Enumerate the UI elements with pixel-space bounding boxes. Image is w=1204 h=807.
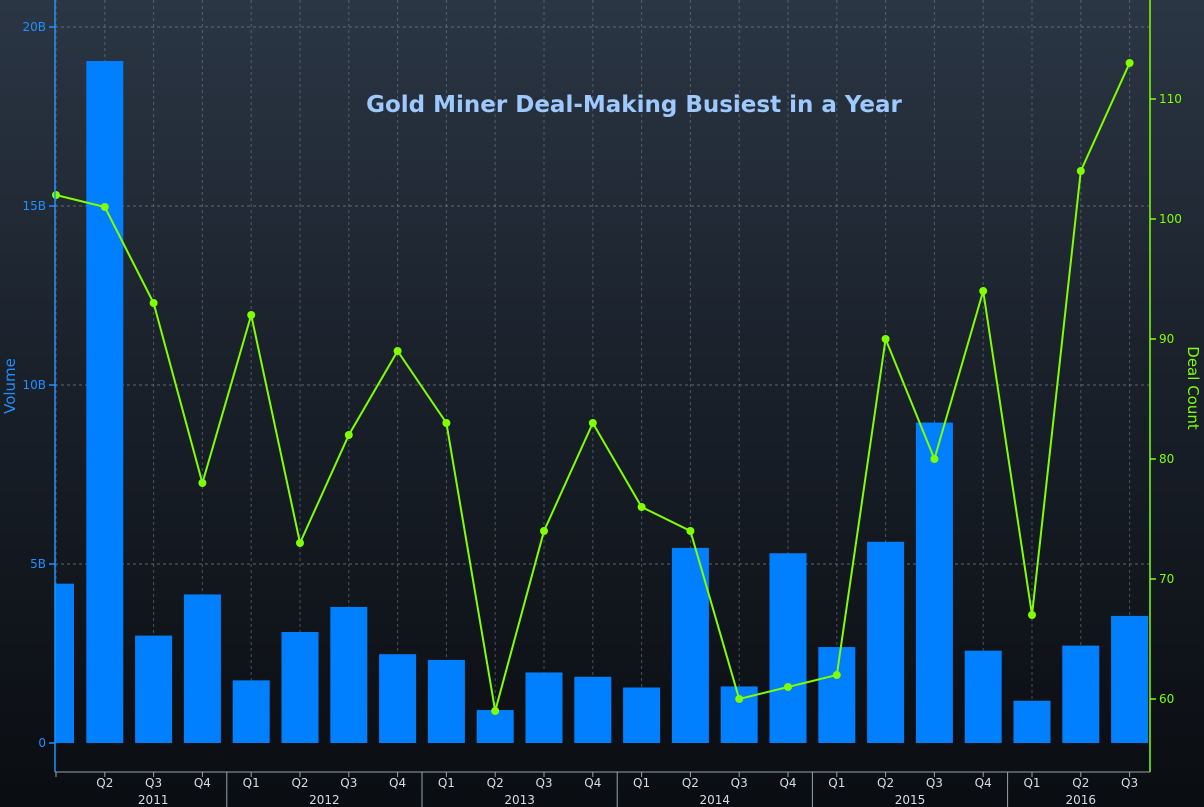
- volume-bar: [769, 553, 807, 743]
- y-left-tick-label: 15B: [22, 199, 46, 213]
- x-tick-label: Q3: [926, 776, 943, 790]
- volume-bar: [1013, 700, 1051, 743]
- deal-count-point: [296, 539, 304, 547]
- year-label: 2012: [309, 793, 340, 807]
- volume-bar: [623, 687, 661, 743]
- x-tick-label: Q2: [96, 776, 113, 790]
- x-tick-label: Q2: [877, 776, 894, 790]
- x-tick-label: Q1: [1023, 776, 1040, 790]
- x-tick-label: Q2: [487, 776, 504, 790]
- deal-count-point: [1028, 611, 1036, 619]
- volume-bar: [281, 632, 319, 743]
- x-tick-label: Q3: [731, 776, 748, 790]
- x-tick-label: Q1: [438, 776, 455, 790]
- x-tick-label: Q1: [828, 776, 845, 790]
- x-tick-label: Q4: [584, 776, 601, 790]
- volume-bar: [55, 583, 74, 743]
- volume-bar: [1111, 615, 1149, 743]
- y-right-tick-label: 60: [1159, 692, 1174, 706]
- deal-count-point: [637, 503, 646, 511]
- deal-count-point: [686, 527, 695, 535]
- volume-bar: [86, 61, 124, 743]
- year-label: 2016: [1066, 793, 1097, 807]
- volume-bars: [55, 61, 1149, 743]
- y-right-tick-label: 100: [1159, 212, 1182, 226]
- volume-bar: [135, 635, 173, 743]
- volume-bar: [379, 654, 417, 743]
- x-tick-label: Q2: [1072, 776, 1089, 790]
- deal-count-point: [52, 191, 60, 199]
- deal-count-point: [344, 431, 353, 439]
- deal-count-point: [832, 671, 841, 679]
- deal-count-point: [442, 419, 451, 427]
- volume-bar: [232, 680, 270, 743]
- y-axis-label-right: Deal Count: [1184, 346, 1202, 430]
- deal-count-point: [881, 335, 890, 343]
- volume-bar: [476, 710, 514, 743]
- volume-bar: [574, 676, 612, 743]
- axes: [49, 0, 1156, 807]
- deal-count-point: [979, 287, 988, 295]
- tick-labels: 0 5B 10B 15B 20B 60 70 80 90 100 110 Q2 Q3 Q4 Q1 Q2 Q3 Q4…: [22, 20, 1181, 807]
- year-label: 2013: [504, 793, 535, 807]
- x-tick-label: Q4: [389, 776, 406, 790]
- deal-count-point: [149, 299, 158, 307]
- deal-count-point: [588, 419, 597, 427]
- y-right-tick-label: 70: [1159, 572, 1174, 586]
- deal-count-point: [784, 683, 792, 691]
- volume-bar: [330, 606, 368, 743]
- y-left-tick-label: 10B: [22, 378, 46, 392]
- x-tick-label: Q1: [243, 776, 260, 790]
- volume-bar: [183, 594, 221, 743]
- volume-bar: [525, 672, 563, 743]
- volume-bar: [427, 659, 465, 743]
- deal-count-point: [198, 479, 207, 487]
- y-left-tick-label: 0: [38, 736, 46, 750]
- x-tick-label: Q3: [340, 776, 357, 790]
- deal-count-point: [1076, 167, 1085, 175]
- year-label: 2015: [895, 793, 926, 807]
- volume-bar: [867, 541, 905, 743]
- y-right-tick-label: 90: [1159, 332, 1174, 346]
- y-axis-label-left: Volume: [1, 358, 19, 414]
- volume-bar: [818, 647, 856, 743]
- x-tick-label: Q1: [633, 776, 650, 790]
- x-tick-label: Q3: [145, 776, 162, 790]
- volume-bar: [915, 422, 953, 743]
- deal-count-point: [930, 455, 939, 463]
- x-tick-label: Q3: [535, 776, 552, 790]
- deal-count-line: [52, 59, 1134, 715]
- year-label: 2014: [700, 793, 731, 807]
- volume-bar: [671, 547, 709, 743]
- x-tick-label: Q2: [682, 776, 699, 790]
- year-label: 2011: [138, 793, 169, 807]
- deal-count-point: [100, 203, 109, 211]
- x-tick-label: Q2: [291, 776, 308, 790]
- deal-count-point: [735, 695, 744, 703]
- y-right-tick-label: 80: [1159, 452, 1174, 466]
- y-right-tick-label: 110: [1159, 92, 1182, 106]
- deal-count-point: [1125, 59, 1134, 67]
- y-left-tick-label: 5B: [30, 557, 46, 571]
- chart-title: Gold Miner Deal-Making Busiest in a Year: [366, 92, 902, 118]
- x-tick-label: Q4: [975, 776, 992, 790]
- deal-count-point: [540, 527, 548, 535]
- y-left-tick-label: 20B: [22, 20, 46, 34]
- volume-bar: [1062, 645, 1100, 743]
- x-tick-label: Q3: [1121, 776, 1138, 790]
- deal-count-point: [393, 347, 402, 355]
- volume-bar: [964, 650, 1002, 743]
- x-tick-label: Q4: [194, 776, 211, 790]
- deal-count-point: [491, 707, 500, 715]
- x-tick-label: Q4: [779, 776, 796, 790]
- deal-count-point: [247, 311, 256, 319]
